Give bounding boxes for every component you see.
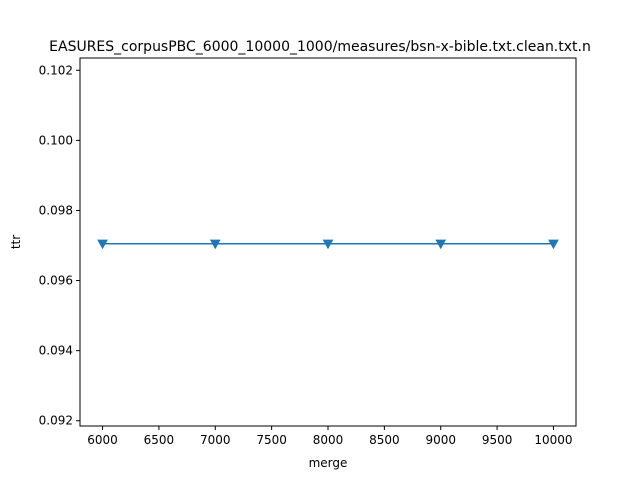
y-tick-label: 0.092 [39, 414, 73, 428]
x-axis-label: merge [309, 456, 348, 470]
x-tick-label: 8500 [369, 433, 400, 447]
y-tick-label: 0.094 [39, 344, 73, 358]
y-axis-ticks: 0.092 0.094 0.096 0.098 0.100 0.102 [39, 63, 80, 428]
x-tick-label: 7500 [256, 433, 287, 447]
data-point-marker [209, 239, 221, 250]
y-tick-label: 0.102 [39, 63, 73, 77]
data-point-marker [548, 239, 559, 250]
chart-title: EASURES_corpusPBC_6000_10000_1000/measur… [49, 39, 591, 55]
y-tick-label: 0.098 [39, 203, 73, 217]
axes-frame [79, 57, 577, 427]
x-tick-label: 9500 [482, 433, 513, 447]
x-tick-label: 7000 [200, 433, 231, 447]
x-axis-ticks: 6000 6500 7000 7500 8000 8500 9000 9500 10000 [87, 426, 573, 447]
y-tick-label: 0.096 [39, 274, 73, 288]
y-tick-label: 0.100 [39, 133, 73, 147]
y-axis-label: ttr [9, 235, 23, 249]
x-tick-label: 9000 [425, 433, 456, 447]
x-tick-label: 6000 [87, 433, 118, 447]
data-point-marker [322, 239, 334, 250]
series-layer [97, 239, 559, 250]
x-tick-label: 8000 [313, 433, 344, 447]
data-point-marker [97, 239, 108, 250]
x-tick-label: 6500 [144, 433, 175, 447]
data-point-marker [435, 239, 447, 250]
x-tick-label: 10000 [534, 433, 572, 447]
